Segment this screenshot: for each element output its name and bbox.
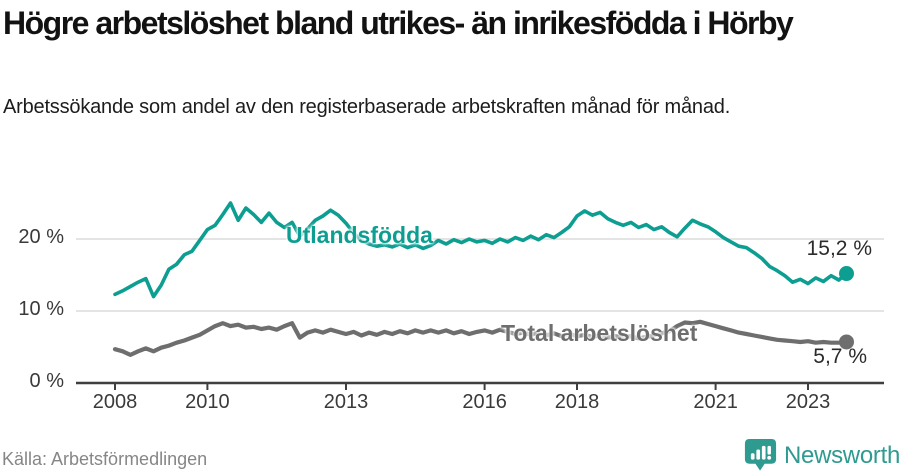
series-end-dot-1 <box>839 334 855 350</box>
x-tick-label: 2008 <box>92 391 138 413</box>
x-tick-label: 2021 <box>693 391 738 413</box>
brand-logo: Newsworthy <box>744 438 900 473</box>
y-tick-label: 20 % <box>18 226 64 248</box>
source-attribution: Källa: Arbetsförmedlingen <box>2 449 208 469</box>
brand-name: Newsworthy <box>784 441 900 469</box>
x-tick-label: 2023 <box>785 391 831 413</box>
series-label-utlandsfodda: Utlandsfödda <box>286 222 433 248</box>
x-tick-label: 2018 <box>554 391 600 413</box>
x-tick-label: 2010 <box>185 391 230 413</box>
series-label-total-arbetsloshet: Total arbetslöshet <box>501 320 698 346</box>
series-end-dot-0 <box>839 266 855 282</box>
end-value-label-utlandsfodda: 15,2 % <box>806 237 872 260</box>
end-value-label-total: 5,7 % <box>813 345 867 368</box>
series-line-0 <box>113 201 849 299</box>
series-line-1 <box>112 319 849 357</box>
newsworthy-icon <box>744 439 777 471</box>
chart-subtitle: Arbetssökande som andel av den registerb… <box>3 96 731 118</box>
y-tick-label: 0 % <box>29 370 64 392</box>
x-tick-label: 2013 <box>323 391 369 413</box>
x-tick-label: 2016 <box>462 391 507 413</box>
chart-title: Högre arbetslöshet bland utrikes- än inr… <box>3 5 794 41</box>
y-tick-label: 10 % <box>18 298 64 320</box>
